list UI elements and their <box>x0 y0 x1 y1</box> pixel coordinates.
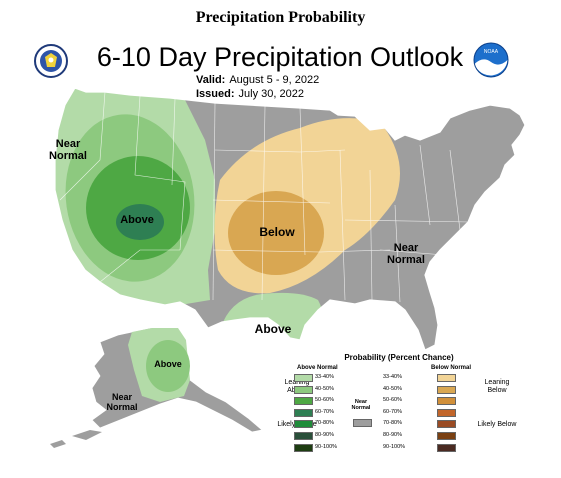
legend-above-bin-swatch <box>294 374 313 382</box>
near-normal-west-label: Near Normal <box>49 138 87 163</box>
below-central-label: Below <box>259 225 295 239</box>
conus-outline <box>54 87 526 351</box>
legend-above-bin-swatch <box>294 420 313 429</box>
legend-below-bin-label: 70-80% <box>383 420 402 427</box>
legend-above-bin-swatch <box>294 408 313 417</box>
issued-label: Issued: <box>196 88 235 100</box>
legend-above-bin-label: 50-60% <box>315 397 334 404</box>
alaska-region <box>50 327 263 448</box>
legend-below-bin-swatch <box>437 385 456 394</box>
issued-line: Issued: July 30, 2022 <box>196 88 304 100</box>
legend-near-normal-swatch <box>353 419 372 427</box>
aleutian-islands <box>72 430 102 440</box>
legend-below-bin-label: 33-40% <box>383 374 402 380</box>
legend-leaning-below-label: Leaning Below <box>484 379 510 395</box>
legend-above-bin-label: 33-40% <box>315 374 334 380</box>
legend-above-bin-swatch <box>294 397 313 406</box>
above-40-50-alaska-region <box>146 340 190 392</box>
aleutian-islands-west <box>50 440 66 448</box>
above-west-label: Above <box>120 214 154 226</box>
above-south-label: Above <box>254 322 292 336</box>
legend-below-bin-swatch <box>437 432 456 440</box>
near-normal-alaska-label: Near Normal <box>106 392 138 412</box>
legend-below-bin-label: 80-90% <box>383 432 402 438</box>
legend-below-bin-swatch <box>437 397 456 406</box>
legend-above-bin-swatch <box>294 432 313 440</box>
legend-above-bin-swatch <box>294 443 313 452</box>
legend-below-bin-label: 50-60% <box>383 397 402 404</box>
legend-above-bin-label: 90-100% <box>315 443 338 450</box>
legend-above-bin-label: 70-80% <box>315 420 334 427</box>
legend-below-header: Below Normal <box>431 365 472 371</box>
legend-above-bin-label: 60-70% <box>315 408 334 415</box>
legend-above-bin-label: 40-50% <box>315 385 334 392</box>
near-normal-east-label: Near Normal <box>387 242 425 267</box>
noaa-logo-icon: NOAA <box>473 42 509 78</box>
legend-near-normal-label: Near Normal <box>351 399 371 412</box>
legend-above-bin-label: 80-90% <box>315 432 334 438</box>
legend-below-bin-swatch <box>437 420 456 429</box>
legend-title: Probability (Percent Chance) <box>344 353 454 362</box>
legend-above-header: Above Normal <box>297 365 338 371</box>
legend-below-bin-swatch <box>437 408 456 417</box>
legend-below-bin-swatch <box>437 374 456 382</box>
below-40-50-central-region <box>228 191 324 275</box>
legend-above-bin-swatch <box>294 385 313 394</box>
valid-line: Valid: August 5 - 9, 2022 <box>196 74 319 86</box>
page-title: Precipitation Probability <box>195 9 366 26</box>
doc-seal-icon <box>34 44 68 78</box>
legend: Probability (Percent Chance) Above Norma… <box>277 353 517 465</box>
map-title: 6-10 Day Precipitation Outlook <box>96 42 464 72</box>
state-boundaries <box>59 91 471 303</box>
legend-below-bin-swatch <box>437 443 456 452</box>
legend-below-bin-label: 60-70% <box>383 408 402 415</box>
above-alaska-label: Above <box>154 359 182 369</box>
issued-value: July 30, 2022 <box>238 88 304 100</box>
legend-below-bin-label: 90-100% <box>383 443 406 450</box>
valid-value: August 5 - 9, 2022 <box>229 74 320 86</box>
legend-likely-below-label: Likely Below <box>477 421 517 428</box>
valid-label: Valid: <box>196 74 226 86</box>
above-60-70-west-region <box>116 204 164 240</box>
noaa-logo-text: NOAA <box>484 49 499 55</box>
legend-below-bin-label: 40-50% <box>383 385 402 392</box>
